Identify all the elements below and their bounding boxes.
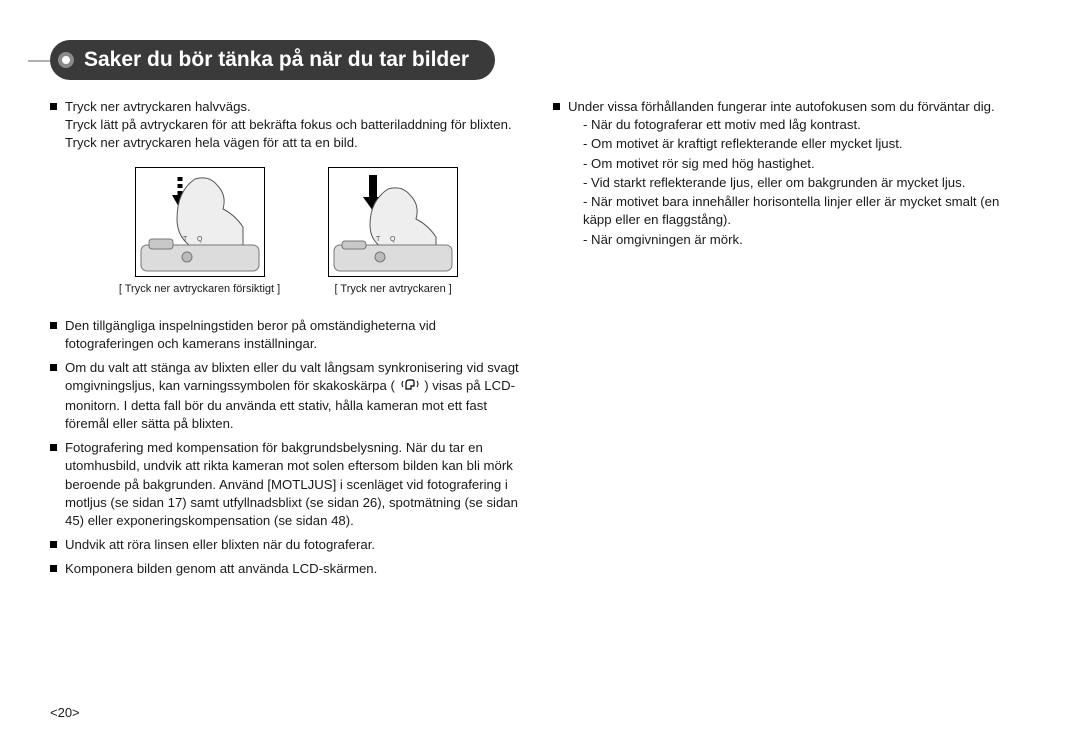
svg-text:Q: Q — [197, 236, 203, 243]
diagram-caption: [ Tryck ner avtryckaren försiktigt ] — [119, 282, 280, 297]
sub-item: - När du fotograferar ett motiv med låg … — [583, 116, 1030, 134]
bullet-body: Under vissa förhållanden fungerar inte a… — [568, 98, 1030, 250]
text-line: Undvik att röra linsen eller blixten när… — [65, 536, 527, 554]
text-line: Tryck ner avtryckaren hela vägen för att… — [65, 134, 527, 152]
bullet-body: Tryck ner avtryckaren halvvägs. Tryck lä… — [65, 98, 527, 153]
sub-list: - När du fotograferar ett motiv med låg … — [568, 116, 1030, 249]
bullet-autofocus-conditions: Under vissa förhållanden fungerar inte a… — [553, 98, 1030, 250]
text-line: Under vissa förhållanden fungerar inte a… — [568, 98, 1030, 116]
diagram-light-press: T Q [ Tryck ner avtryckaren försiktigt ] — [119, 167, 280, 297]
left-column: Tryck ner avtryckaren halvvägs. Tryck lä… — [50, 98, 527, 585]
svg-text:T: T — [376, 236, 381, 243]
title-dot — [62, 56, 70, 64]
svg-text:T: T — [183, 236, 188, 243]
bullet-marker — [50, 322, 57, 329]
sub-item: - Om motivet rör sig med hög hastighet. — [583, 155, 1030, 173]
text-line: Tryck ner avtryckaren halvvägs. — [65, 98, 527, 116]
bullet-dont-touch-lens: Undvik att röra linsen eller blixten när… — [50, 536, 527, 554]
camera-press-full-icon: T Q — [328, 167, 458, 277]
text-line: Fotografering med kompensation för bakgr… — [65, 439, 527, 530]
bullet-shake-warning: Om du valt att stänga av blixten eller d… — [50, 359, 527, 433]
bullet-marker — [50, 444, 57, 451]
bullet-recording-time: Den tillgängliga inspelningstiden beror … — [50, 317, 527, 353]
camera-press-light-icon: T Q — [135, 167, 265, 277]
page-title-pill: Saker du bör tänka på när du tar bilder — [50, 40, 495, 80]
sub-item: - Vid starkt reflekterande ljus, eller o… — [583, 174, 1030, 192]
bullet-compose-lcd: Komponera bilden genom att använda LCD-s… — [50, 560, 527, 578]
bullet-marker — [50, 541, 57, 548]
bullet-backlight: Fotografering med kompensation för bakgr… — [50, 439, 527, 530]
sub-item: - När motivet bara innehåller horisontel… — [583, 193, 1030, 229]
svg-text:Q: Q — [390, 236, 396, 243]
text-line: Tryck lätt på avtryckaren för att bekräf… — [65, 116, 527, 134]
bullet-body: Om du valt att stänga av blixten eller d… — [65, 359, 527, 433]
diagram-caption: [ Tryck ner avtryckaren ] — [328, 282, 458, 297]
shutter-diagrams: T Q [ Tryck ner avtryckaren försiktigt ] — [50, 167, 527, 297]
content-columns: Tryck ner avtryckaren halvvägs. Tryck lä… — [50, 98, 1030, 585]
sub-item: - Om motivet är kraftigt reflekterande e… — [583, 135, 1030, 153]
bullet-marker — [50, 364, 57, 371]
bullet-marker — [50, 565, 57, 572]
text-line: Den tillgängliga inspelningstiden beror … — [65, 317, 527, 353]
sub-item: - När omgivningen är mörk. — [583, 231, 1030, 249]
page-number: <20> — [50, 705, 80, 720]
camera-shake-icon — [401, 377, 419, 396]
bullet-halfpress: Tryck ner avtryckaren halvvägs. Tryck lä… — [50, 98, 527, 153]
bullet-marker — [553, 103, 560, 110]
diagram-full-press: T Q [ Tryck ner avtryckaren ] — [328, 167, 458, 297]
text-line: Komponera bilden genom att använda LCD-s… — [65, 560, 527, 578]
right-column: Under vissa förhållanden fungerar inte a… — [553, 98, 1030, 585]
bullet-marker — [50, 103, 57, 110]
page-title: Saker du bör tänka på när du tar bilder — [84, 48, 469, 72]
